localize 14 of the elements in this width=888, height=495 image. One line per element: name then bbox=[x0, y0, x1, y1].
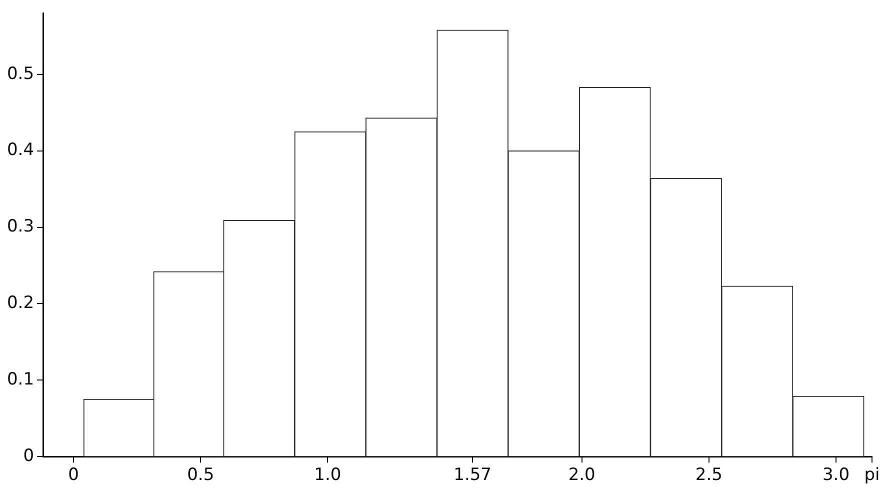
y-tick-label: 0.2 bbox=[6, 293, 34, 314]
x-tick-label: 2.5 bbox=[695, 465, 722, 486]
x-tick-label: 2.0 bbox=[568, 465, 596, 486]
y-tick-label: 0 bbox=[23, 446, 34, 466]
x-tick-label: 1.0 bbox=[314, 465, 342, 486]
y-tick-label: 0.3 bbox=[6, 216, 34, 237]
x-tick-label: 0 bbox=[68, 465, 79, 486]
y-tick-label: 0.5 bbox=[6, 64, 34, 84]
y-tick-label: 0.1 bbox=[6, 370, 34, 390]
y-tick-label: 0.4 bbox=[6, 140, 34, 160]
x-tick-label: 0.5 bbox=[187, 465, 214, 486]
x-tick-label: 3.0 bbox=[822, 465, 850, 486]
x-tick-label: pi bbox=[864, 465, 880, 486]
x-tick-label: 1.57 bbox=[454, 465, 492, 486]
